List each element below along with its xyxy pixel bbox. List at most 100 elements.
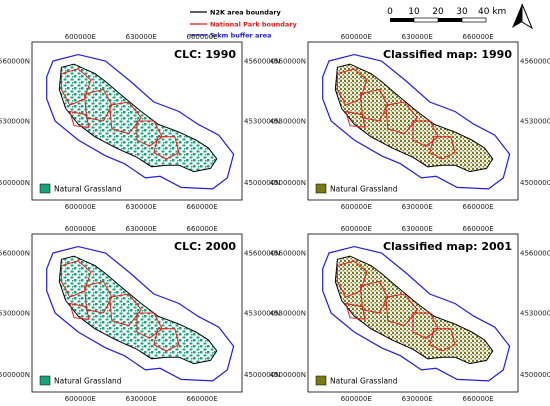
y-tick-label: 4500000N (0, 179, 30, 187)
buffer-legend-label: 5-km buffer area (210, 32, 271, 40)
n2k-legend-label: N2K area boundary (210, 9, 282, 17)
x-tick-label: 660000E (187, 203, 218, 211)
national-park-boundary (136, 120, 163, 147)
panel-title: CLC: 2000 (174, 240, 236, 253)
national-park-boundary (345, 110, 366, 128)
x-tick-label: 660000E (463, 203, 494, 211)
x-tick-label: 600000E (341, 203, 372, 211)
y-tick-label: 4530000N (244, 310, 280, 318)
national-park-legend-label: National Park boundary (210, 21, 298, 29)
grassland-legend-label: Natural Grassland (330, 377, 398, 386)
national-park-boundary (359, 280, 389, 314)
x-tick-label: 600000E (341, 395, 372, 403)
map-panel: Classified map: 2001 Natural Grassland 600… (270, 225, 550, 403)
national-park-boundary (429, 136, 456, 160)
x-tick-label: 630000E (126, 225, 157, 233)
x-tick-label: 600000E (65, 225, 96, 233)
y-tick-label: 4500000N (520, 371, 550, 379)
map-panel: CLC: 2000 Natural Grassland 600000E 600000E… (0, 225, 280, 403)
y-tick-label: 4560000N (0, 57, 30, 65)
panel-title: CLC: 1990 (174, 48, 236, 61)
national-park-boundary (69, 302, 90, 320)
y-tick-label: 4530000N (0, 310, 30, 318)
buffer-boundary (46, 245, 235, 382)
national-park-boundary (385, 101, 418, 135)
x-tick-label: 660000E (463, 33, 494, 41)
n2k-boundary (334, 255, 494, 365)
grassland-legend-swatch (315, 375, 327, 386)
x-tick-label: 630000E (402, 395, 433, 403)
y-tick-label: 4560000N (520, 249, 550, 257)
grassland-legend-label: Natural Grassland (54, 185, 122, 194)
y-tick-label: 4530000N (0, 118, 30, 126)
x-tick-label: 630000E (402, 33, 433, 41)
national-park-boundary (109, 101, 142, 135)
grassland-legend-label: Natural Grassland (330, 185, 398, 194)
national-park-boundary (153, 136, 180, 160)
y-tick-label: 4500000N (520, 179, 550, 187)
map-panel: CLC: 1990 Natural Grassland 600000E 600000E… (0, 33, 280, 211)
buffer-boundary (322, 53, 511, 190)
x-tick-label: 600000E (65, 203, 96, 211)
y-tick-label: 4500000N (244, 371, 280, 379)
panel-title: Classified map: 1990 (383, 48, 512, 61)
grassland-legend-swatch (315, 183, 327, 194)
national-park-boundary (412, 120, 439, 147)
national-park-boundary (429, 328, 456, 352)
x-tick-label: 600000E (65, 395, 96, 403)
y-tick-label: 4500000N (244, 179, 280, 187)
x-tick-label: 630000E (126, 33, 157, 41)
y-tick-label: 4530000N (270, 118, 306, 126)
y-tick-label: 4500000N (270, 179, 306, 187)
scale-bar-label: 10 (408, 7, 420, 17)
scale-bar-label: 30 (456, 7, 468, 17)
scale-bar-label: 20 (432, 7, 444, 17)
y-tick-label: 4560000N (270, 57, 306, 65)
x-tick-label: 600000E (65, 33, 96, 41)
national-park-boundary (359, 88, 389, 122)
x-tick-label: 600000E (341, 225, 372, 233)
scale-bar-segment (461, 17, 487, 23)
grassland-legend-swatch (39, 375, 51, 386)
y-tick-label: 4500000N (0, 371, 30, 379)
y-tick-label: 4560000N (244, 249, 280, 257)
scale-bar-segment (413, 17, 439, 23)
x-tick-label: 660000E (463, 395, 494, 403)
y-tick-label: 4530000N (244, 118, 280, 126)
national-park-boundary (153, 328, 180, 352)
national-park-boundary (69, 110, 90, 128)
map-legend: N2K area boundary National Park boundary… (190, 9, 298, 40)
scale-bar: 0 10 20 30 40 km (387, 7, 506, 23)
y-tick-label: 4530000N (520, 310, 550, 318)
map-panel: Classified map: 1990 Natural Grassland 600… (270, 33, 550, 211)
x-tick-label: 660000E (187, 33, 218, 41)
y-tick-label: 4560000N (270, 249, 306, 257)
scale-bar-segment (390, 18, 414, 22)
x-tick-label: 660000E (187, 225, 218, 233)
buffer-boundary (322, 245, 511, 382)
n2k-boundary (58, 255, 218, 365)
scale-bar-label: 40 km (478, 7, 506, 17)
y-tick-label: 4500000N (270, 371, 306, 379)
y-tick-label: 4530000N (520, 118, 550, 126)
x-tick-label: 630000E (126, 203, 157, 211)
y-tick-label: 4560000N (520, 57, 550, 65)
national-park-boundary (83, 280, 113, 314)
national-park-boundary (136, 312, 163, 339)
x-tick-label: 630000E (402, 225, 433, 233)
x-tick-label: 630000E (126, 395, 157, 403)
x-tick-label: 660000E (187, 395, 218, 403)
north-arrow-icon (512, 3, 534, 30)
y-tick-label: 4560000N (244, 57, 280, 65)
scale-bar-segment (438, 18, 462, 22)
x-tick-label: 600000E (341, 33, 372, 41)
grassland-legend-label: Natural Grassland (54, 377, 122, 386)
grassland-legend-swatch (39, 183, 51, 194)
n2k-boundary (334, 63, 494, 173)
national-park-boundary (385, 293, 418, 327)
x-tick-label: 660000E (463, 225, 494, 233)
x-tick-label: 630000E (402, 203, 433, 211)
y-tick-label: 4530000N (270, 310, 306, 318)
national-park-boundary (83, 88, 113, 122)
